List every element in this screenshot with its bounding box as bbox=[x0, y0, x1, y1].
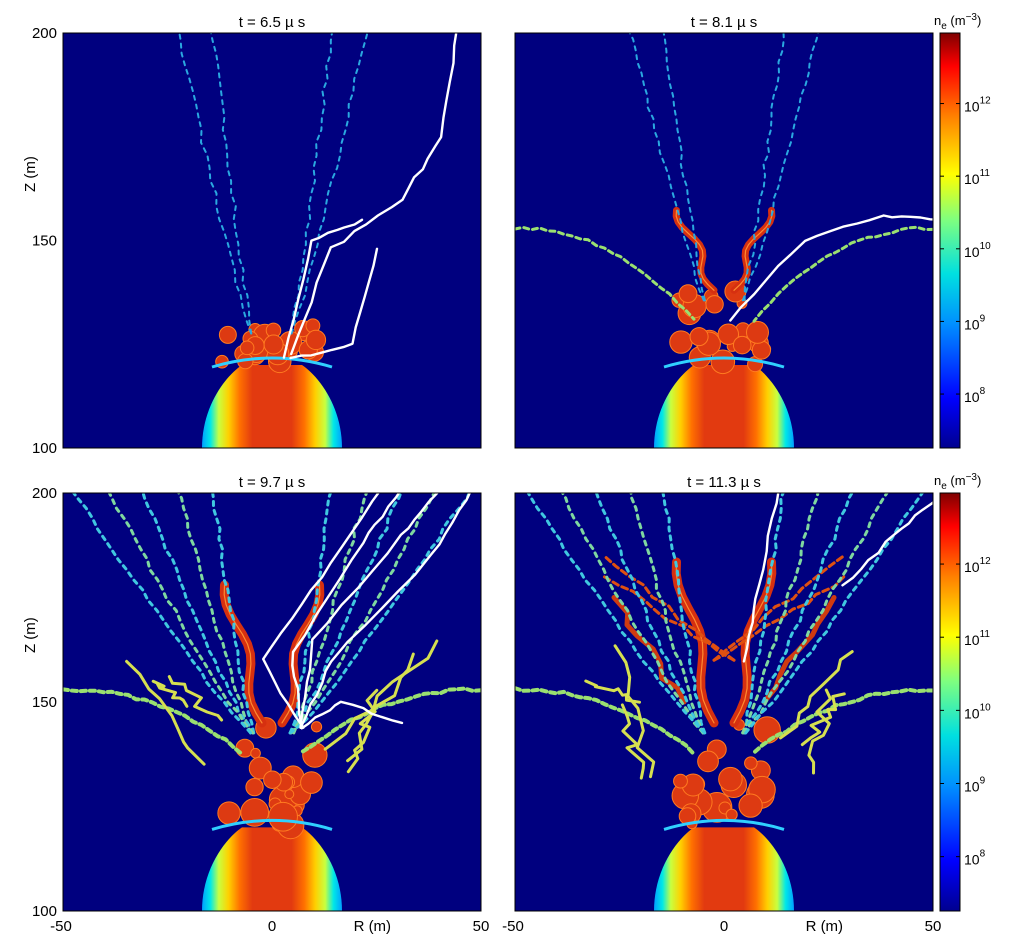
x-tick-label: 0 bbox=[720, 918, 728, 935]
panel-title: t = 9.7 µ s bbox=[239, 474, 306, 491]
y-tick-label: 200 bbox=[32, 25, 57, 42]
channel-core bbox=[202, 827, 342, 911]
panel-4: t = 11.3 µ s -50 0 50 R (m) bbox=[502, 474, 941, 935]
x-axis-label: R (m) bbox=[354, 918, 392, 935]
x-tick-label: -50 bbox=[502, 918, 524, 935]
panel-3: t = 9.7 µ s 200 150 100 Z (m) -50 0 50 R (m) bbox=[22, 474, 489, 935]
colorbar-tick-label: 1011 bbox=[964, 629, 990, 648]
panel-2: t = 8.1 µ s bbox=[514, 14, 934, 449]
channel-core bbox=[654, 827, 794, 911]
x-tick-label: -50 bbox=[50, 918, 72, 935]
x-tick-label: 0 bbox=[268, 918, 276, 935]
colorbar: ne (m−3) 1012 1011 1010 109 108 bbox=[934, 472, 991, 912]
colorbar-tick-label: 1012 bbox=[964, 556, 991, 575]
colorbar-label: ne (m−3) bbox=[934, 472, 981, 492]
panel-title: t = 11.3 µ s bbox=[687, 474, 761, 491]
y-axis-label: Z (m) bbox=[22, 617, 39, 653]
y-tick-label: 150 bbox=[32, 694, 57, 711]
colorbar-tick-label: 109 bbox=[964, 776, 986, 795]
colorbar-tick-label: 1011 bbox=[964, 168, 990, 187]
colorbar-tick-label: 1010 bbox=[964, 702, 991, 721]
y-tick-label: 150 bbox=[32, 233, 57, 250]
y-tick-label: 200 bbox=[32, 485, 57, 502]
channel-core bbox=[202, 365, 342, 448]
x-tick-label: 50 bbox=[473, 918, 490, 935]
colorbar-tick-label: 1010 bbox=[964, 241, 991, 260]
channel-core bbox=[654, 365, 794, 448]
colorbar-label: ne (m−3) bbox=[934, 12, 981, 32]
x-axis-label: R (m) bbox=[806, 918, 844, 935]
colorbar-tick-label: 108 bbox=[964, 386, 986, 405]
y-axis-label: Z (m) bbox=[22, 156, 39, 192]
colorbar-tick-label: 1012 bbox=[964, 96, 991, 115]
panel-title: t = 8.1 µ s bbox=[691, 14, 758, 31]
y-tick-label: 100 bbox=[32, 440, 57, 457]
colorbar-tick-label: 108 bbox=[964, 849, 986, 868]
panel-1: t = 6.5 µ s 200 150 100 Z (m) bbox=[22, 14, 482, 457]
panel-title: t = 6.5 µ s bbox=[239, 14, 306, 31]
colorbar-tick-label: 109 bbox=[964, 313, 986, 332]
x-tick-label: 50 bbox=[925, 918, 942, 935]
y-tick-label: 100 bbox=[32, 903, 57, 920]
colorbar: ne (m−3) 1012 1011 1010 109 108 bbox=[934, 12, 991, 449]
